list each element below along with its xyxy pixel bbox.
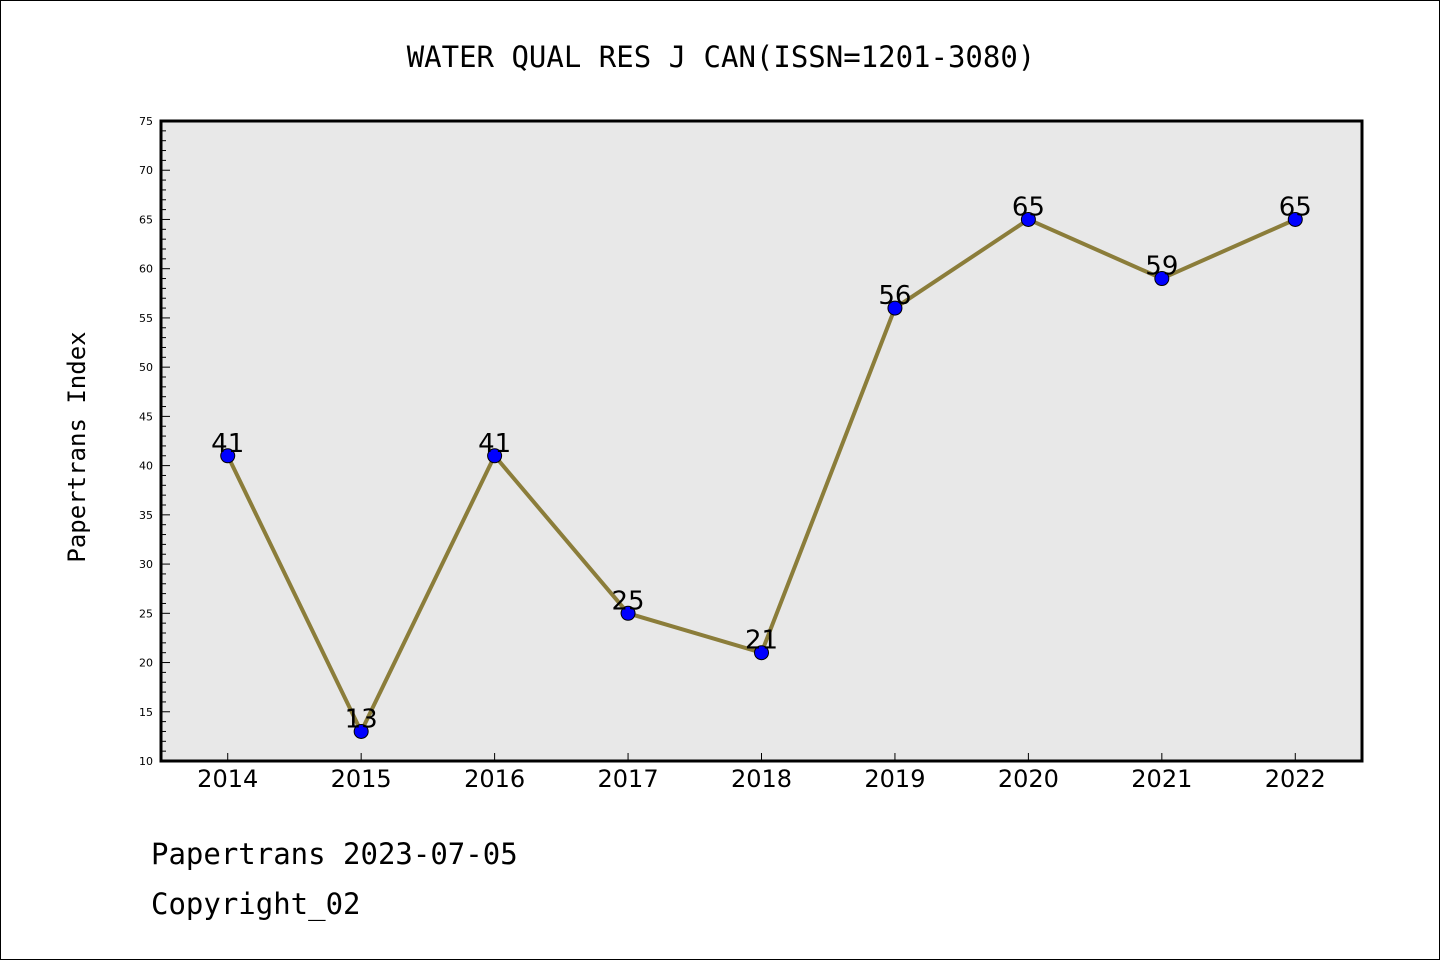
x-tick-label: 2020 <box>998 765 1059 793</box>
data-point-marker <box>887 300 903 316</box>
y-tick-label: 75 <box>139 115 153 128</box>
y-tick-label: 65 <box>139 213 153 226</box>
data-label: 41 <box>478 429 511 459</box>
data-point-marker <box>353 723 369 739</box>
data-point-marker <box>487 448 503 464</box>
y-tick-label: 70 <box>139 164 153 177</box>
data-label: 56 <box>878 281 911 311</box>
x-tick-label: 2019 <box>864 765 925 793</box>
data-point-marker <box>1020 211 1036 227</box>
x-axis: 2014 2015 2016 2017 2018 2019 2020 2021 2022 <box>197 753 1326 793</box>
data-label: 21 <box>745 626 778 656</box>
data-point-marker <box>1287 211 1303 227</box>
x-tick-label: 2022 <box>1265 765 1326 793</box>
data-label: 13 <box>345 704 378 734</box>
data-point-marker <box>620 605 636 621</box>
data-point-marker <box>1154 271 1170 287</box>
footer-date: Papertrans 2023-07-05 <box>151 837 518 871</box>
data-point-marker <box>754 645 769 661</box>
data-label: 25 <box>612 586 645 616</box>
y-tick-label: 20 <box>139 657 153 670</box>
y-axis: 10 15 20 25 30 35 40 45 50 55 60 65 70 75 <box>139 115 170 768</box>
x-tick-label: 2018 <box>731 765 792 793</box>
data-label: 65 <box>1012 192 1045 222</box>
chart-title: WATER QUAL RES J CAN(ISSN=1201-3080) <box>407 40 1036 74</box>
y-tick-label: 45 <box>139 410 153 423</box>
plot-area <box>161 121 1362 761</box>
data-point-marker <box>220 448 236 464</box>
y-tick-label: 15 <box>139 706 153 719</box>
series-layer: 41 13 41 25 21 56 65 59 65 <box>211 192 1312 739</box>
y-tick-label: 50 <box>139 361 153 374</box>
y-axis-label: Papertrans Index <box>63 331 91 562</box>
data-label: 65 <box>1279 192 1312 222</box>
x-tick-label: 2016 <box>464 765 525 793</box>
data-label: 59 <box>1145 252 1178 282</box>
data-label: 41 <box>211 429 244 459</box>
x-tick-label: 2017 <box>598 765 659 793</box>
y-tick-label: 60 <box>139 263 153 276</box>
y-tick-label: 25 <box>139 607 153 620</box>
x-tick-label: 2015 <box>331 765 392 793</box>
y-tick-label: 35 <box>139 509 153 522</box>
x-tick-label: 2014 <box>197 765 258 793</box>
x-tick-label: 2021 <box>1131 765 1192 793</box>
y-tick-label: 10 <box>139 755 153 768</box>
y-tick-label: 55 <box>139 312 153 325</box>
y-tick-label: 30 <box>139 558 153 571</box>
plot-border <box>159 119 1364 763</box>
footer-copyright: Copyright_02 <box>151 887 361 921</box>
y-tick-label: 40 <box>139 460 153 473</box>
